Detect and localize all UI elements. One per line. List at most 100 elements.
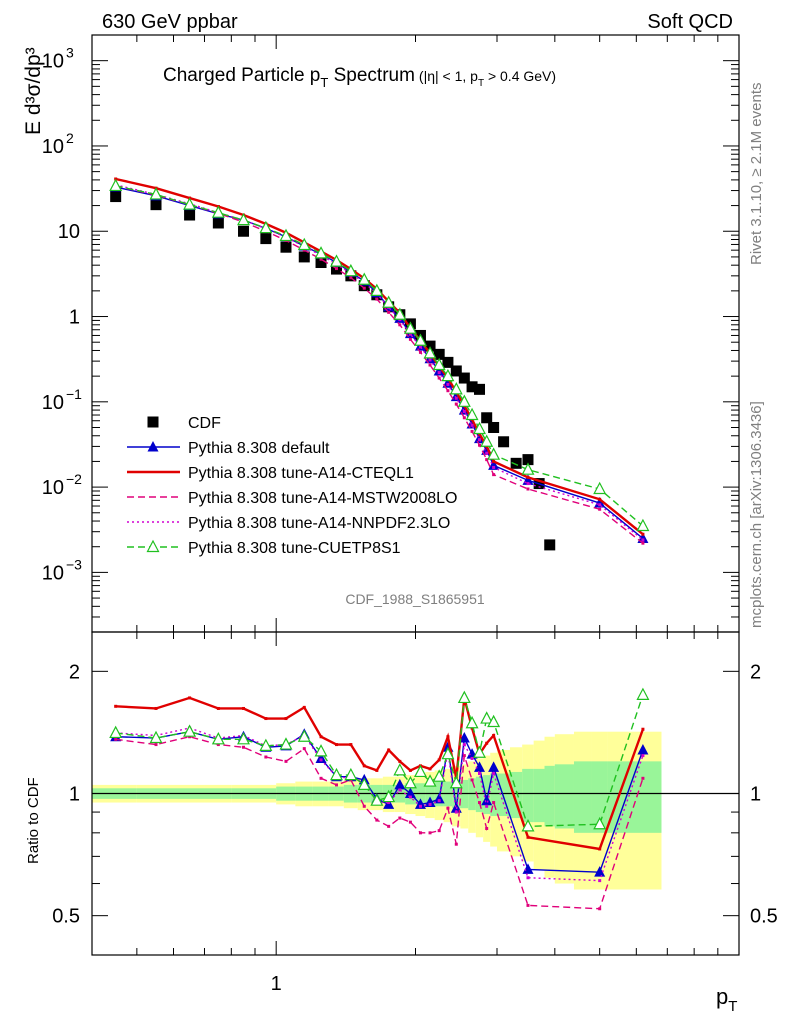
ratio-point — [521, 819, 535, 832]
main-point — [319, 257, 323, 261]
ratio-point — [375, 768, 379, 772]
ratio-point — [398, 759, 402, 763]
main-point — [184, 209, 196, 221]
ratio-point — [428, 802, 432, 806]
main-point — [314, 246, 328, 259]
main-point — [526, 475, 530, 479]
ratio-band-inner — [533, 768, 545, 823]
ratio-point — [492, 733, 496, 737]
ratio-point — [488, 761, 500, 772]
ratio-point — [492, 772, 496, 776]
main-point — [462, 416, 466, 420]
x-tick-label: 1 — [271, 973, 282, 995]
ratio-point — [458, 732, 470, 743]
main-point — [449, 382, 463, 395]
main-series-5 — [109, 178, 650, 532]
main-point — [375, 297, 379, 301]
ratio-point — [109, 725, 123, 739]
main-point — [211, 205, 225, 218]
main-point — [408, 337, 412, 341]
ratio-point — [242, 745, 246, 749]
ratio-point — [404, 787, 416, 798]
main-point — [302, 248, 306, 252]
ratio-y-tick-label: 0.5 — [52, 906, 80, 928]
ratio-band-inner — [554, 764, 574, 829]
legend-label: Pythia 8.308 tune-A14-CTEQL1 — [188, 465, 414, 482]
main-point — [279, 228, 293, 242]
y-tick-label: 10 — [42, 51, 64, 73]
main-point — [109, 178, 123, 192]
main-point — [297, 237, 311, 251]
main-point — [526, 487, 530, 491]
ratio-point — [216, 743, 220, 747]
ratio-point — [284, 717, 288, 721]
main-point — [594, 497, 606, 508]
ratio-point — [398, 816, 402, 820]
y-tick-label-exponent: 3 — [66, 45, 74, 61]
main-point — [641, 532, 645, 536]
main-point — [598, 497, 602, 501]
main-point — [487, 447, 501, 460]
legend-entry: Pythia 8.308 tune-A14-NNPDF2.3LO — [127, 515, 450, 532]
y-tick-label: 1 — [69, 307, 80, 329]
ratio-point — [242, 706, 246, 710]
ratio-point — [362, 764, 366, 768]
ratio-point — [485, 804, 489, 808]
ratio-point — [314, 744, 328, 757]
ratio-point — [188, 696, 192, 700]
header-right: Soft QCD — [647, 11, 733, 33]
ratio-point — [319, 776, 323, 780]
y-tick-label: 10 — [42, 477, 64, 499]
main-point — [183, 197, 197, 210]
main-point — [521, 462, 535, 475]
ratio-point — [474, 761, 486, 772]
legend-swatch-marker — [147, 441, 159, 452]
ratio-point — [319, 735, 323, 739]
ratio-point — [387, 801, 391, 805]
main-point — [315, 257, 327, 269]
chart-title: Charged Particle pT Spectrum (|η| < 1, pT… — [163, 65, 556, 90]
ratio-point — [428, 831, 432, 835]
ratio-point — [357, 777, 371, 791]
main-point — [462, 409, 466, 413]
ratio-point — [526, 876, 530, 880]
ratio-point — [485, 741, 489, 745]
main-point — [330, 254, 343, 267]
ratio-point — [487, 714, 501, 728]
y-tick-label-exponent: −1 — [66, 386, 82, 402]
ratio-point — [446, 735, 450, 739]
ratio-point — [297, 729, 311, 742]
ratio-point — [154, 706, 158, 710]
main-point — [432, 357, 446, 371]
y-tick-label: 10 — [58, 221, 80, 243]
main-point — [418, 345, 422, 349]
main-point — [423, 346, 437, 359]
ratio-point — [432, 769, 446, 782]
main-series-line — [115, 186, 644, 539]
main-point — [433, 364, 445, 376]
main-point — [280, 241, 292, 253]
ratio-y-tick-label-right: 0.5 — [750, 906, 778, 928]
main-point — [393, 307, 407, 320]
y-tick-label: 10 — [42, 392, 64, 414]
ratio-band-inner — [629, 761, 662, 833]
main-point — [598, 507, 602, 511]
ratio-band-inner — [490, 773, 497, 817]
main-point — [492, 465, 496, 469]
ratio-point — [446, 806, 450, 810]
legend-label: Pythia 8.308 tune-CUETP8S1 — [188, 540, 401, 557]
ratio-point — [454, 810, 458, 814]
ratio-point — [302, 705, 306, 709]
ratio-point — [154, 743, 158, 747]
x-axis-label: pT — [716, 984, 737, 1015]
main-point — [441, 368, 455, 382]
main-point — [454, 396, 458, 400]
ratio-plot-area — [92, 687, 739, 911]
ratio-point — [183, 724, 197, 737]
ratio-point — [437, 829, 441, 833]
ratio-y-axis-label: Ratio to CDF — [25, 777, 42, 864]
legend-swatch-marker — [147, 416, 159, 428]
ratio-point — [398, 788, 402, 792]
ratio-point — [470, 756, 474, 760]
ratio-point — [408, 768, 412, 772]
